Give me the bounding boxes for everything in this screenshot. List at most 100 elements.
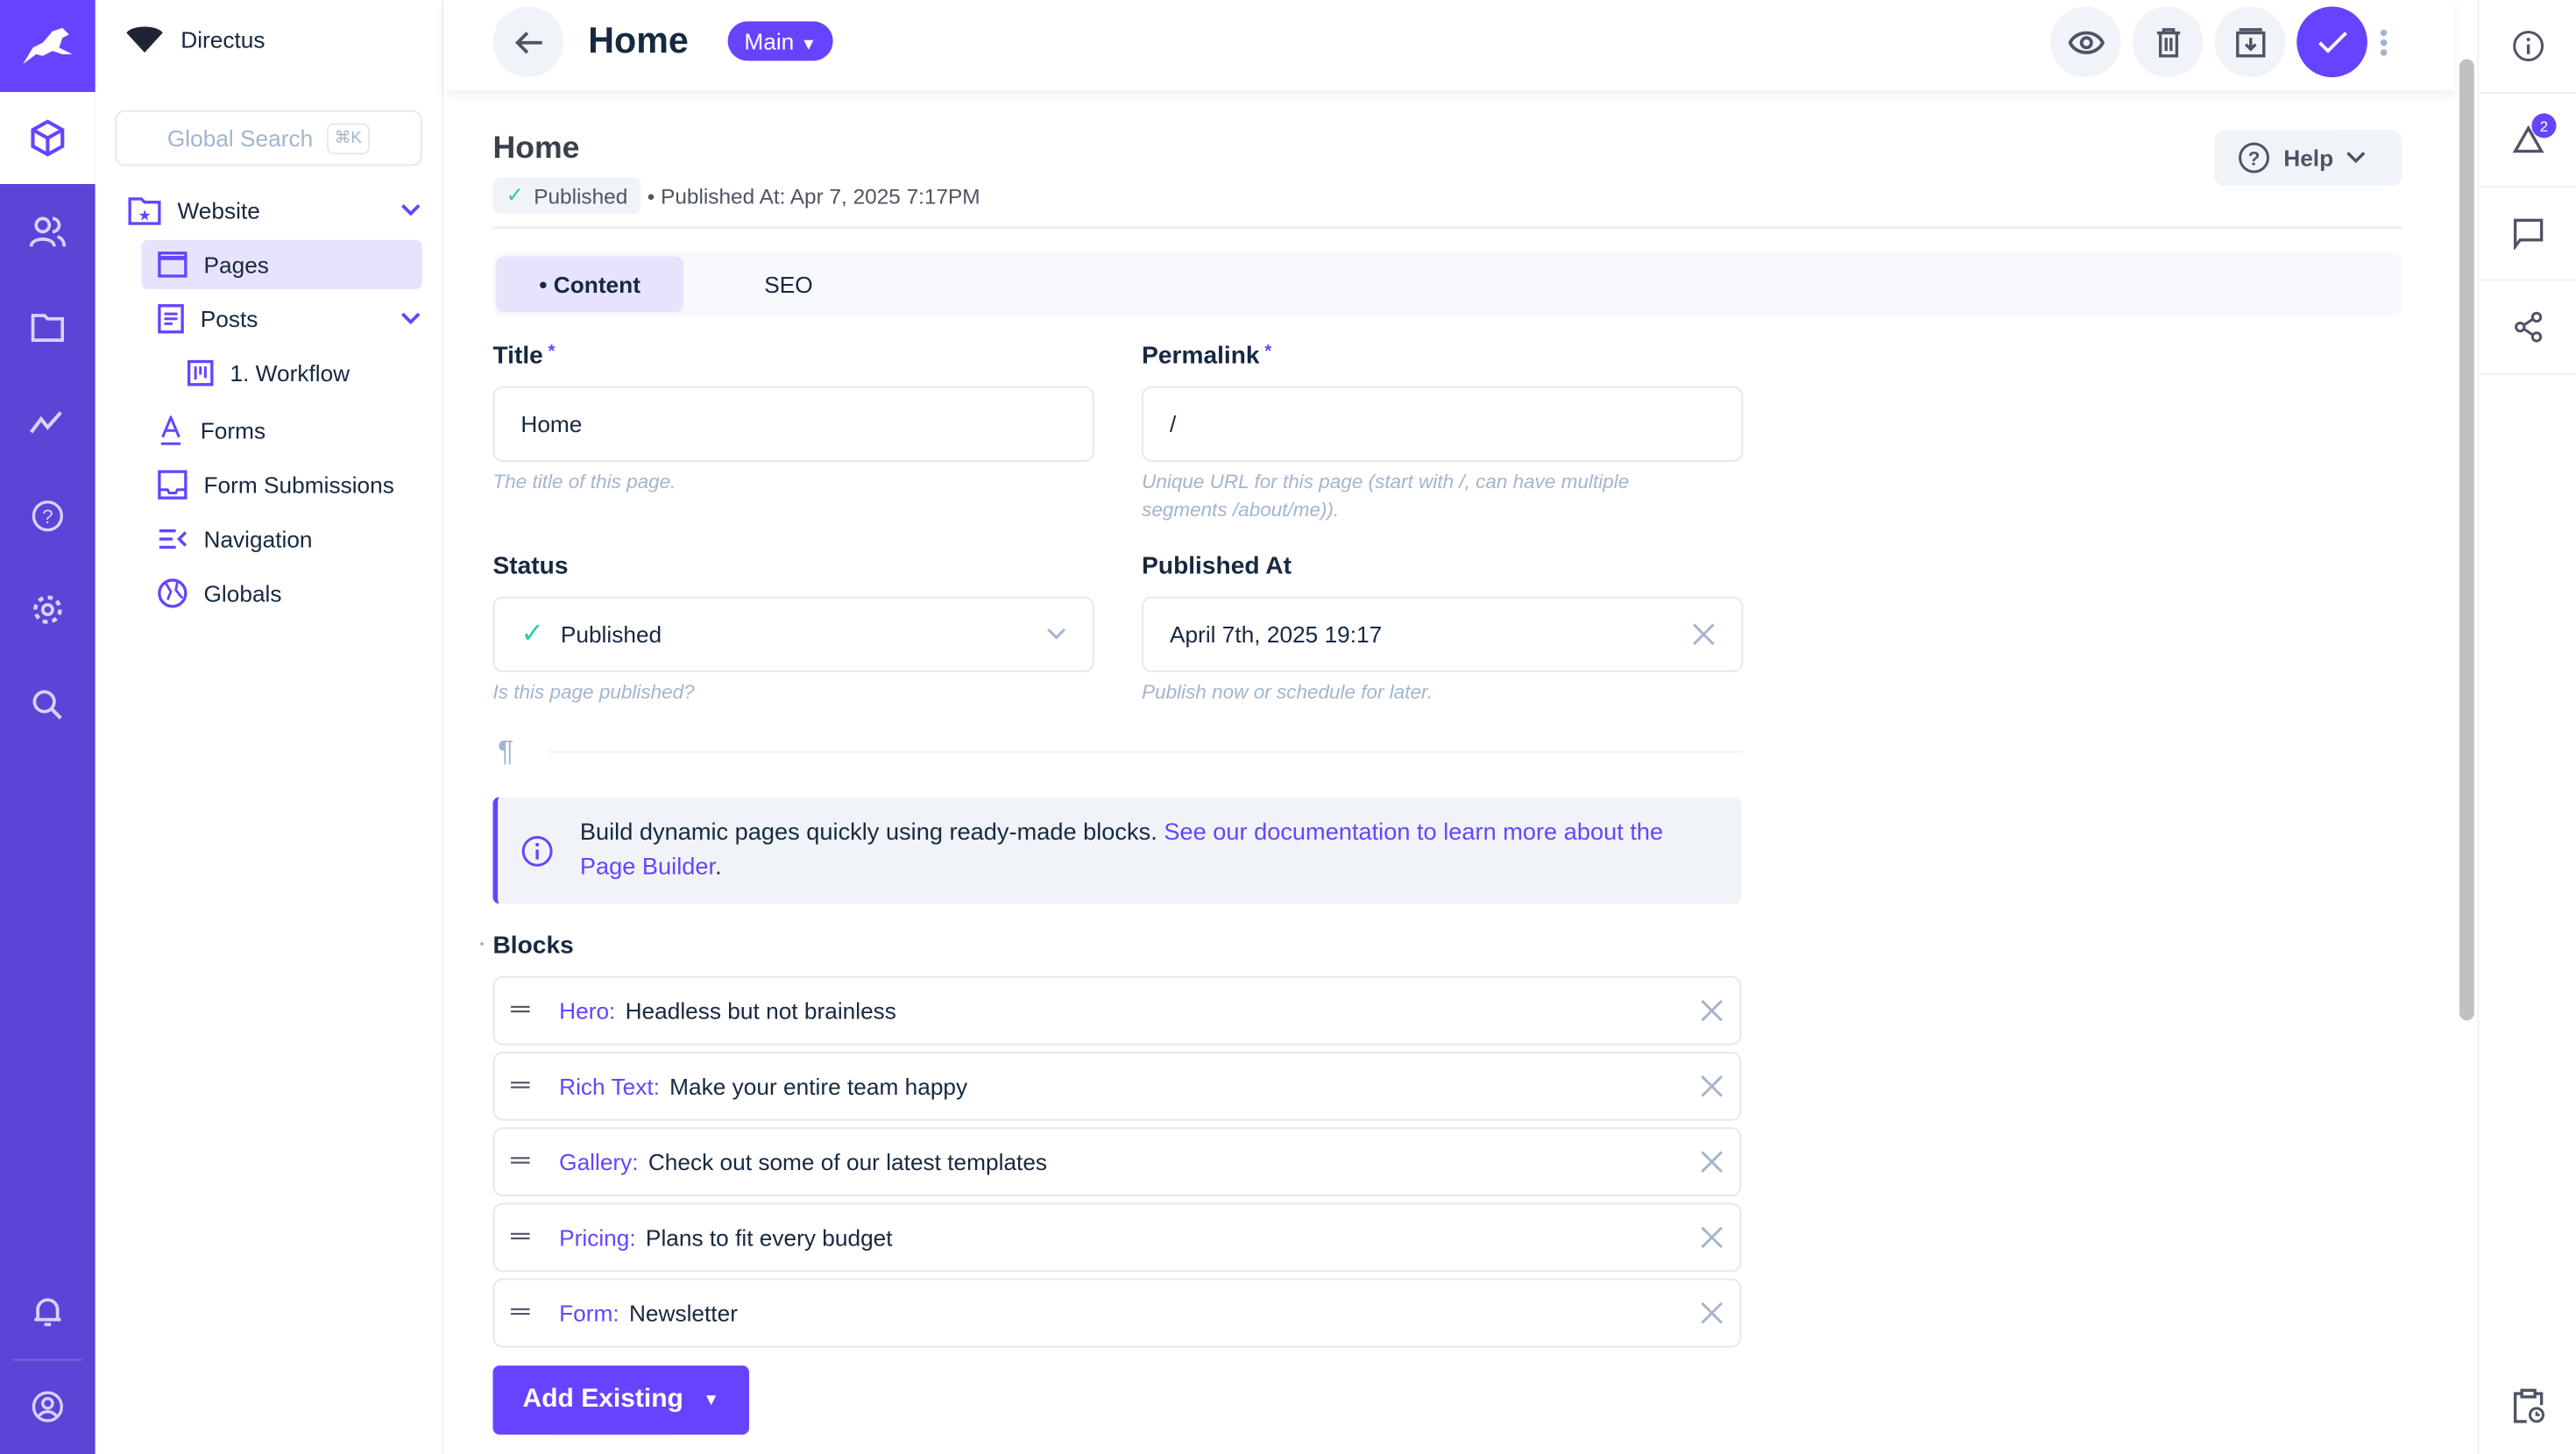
status-field: Status ✓ Published Is this page publishe… [492, 552, 1094, 706]
more-options-button[interactable] [2379, 28, 2388, 62]
block-type: Gallery: [559, 1148, 639, 1175]
project-info[interactable]: Directus [125, 23, 265, 56]
save-button[interactable] [2296, 6, 2367, 78]
gear-icon [33, 595, 62, 624]
block-type: Form: [559, 1300, 619, 1327]
scrollbar[interactable] [2459, 59, 2474, 1021]
check-icon: ✓ [506, 182, 524, 208]
pilcrow-icon: ¶ [498, 734, 514, 768]
notice-text: Build dynamic pages quickly using ready-… [579, 819, 1157, 846]
comments-button[interactable] [2479, 188, 2576, 281]
search-icon [32, 690, 62, 720]
add-existing-button[interactable]: Add Existing ▼ [492, 1365, 749, 1435]
divider [492, 226, 2403, 229]
clipboard-clock-icon [2513, 1388, 2544, 1423]
documentation-link[interactable]: See our documentation to learn more abou… [579, 819, 1664, 881]
chevron-down-icon[interactable] [400, 310, 422, 327]
archive-button[interactable] [2214, 6, 2286, 78]
add-existing-label: Add Existing [522, 1385, 683, 1414]
delete-button[interactable] [2132, 6, 2204, 78]
status-value: Published [560, 621, 662, 648]
item-title: Home [492, 131, 580, 167]
status-select[interactable]: ✓ Published [492, 596, 1094, 672]
settings-module-button[interactable] [0, 577, 96, 642]
tab-seo[interactable]: SEO [723, 257, 854, 313]
web-page-icon [158, 252, 188, 278]
article-icon [158, 304, 184, 334]
remove-icon[interactable] [1701, 999, 1723, 1022]
nav-item-form-submissions[interactable]: Form Submissions [158, 457, 422, 511]
published-at-meta: • Published At: Apr 7, 2025 7:17PM [647, 183, 980, 209]
help-module-button[interactable]: ? [0, 483, 96, 549]
title-field: Title * Home The title of this page. [492, 342, 1094, 496]
trash-icon [2155, 27, 2180, 57]
block-type: Rich Text: [559, 1073, 660, 1100]
right-sidebar: 2 [2477, 0, 2576, 1454]
search-module-button[interactable] [0, 672, 96, 738]
nav-item-workflow[interactable]: 1. Workflow [187, 345, 422, 400]
nav-item-label: 1. Workflow [230, 358, 350, 386]
version-selector[interactable]: Main ▼ [727, 21, 833, 61]
nav-item-navigation[interactable]: Navigation [158, 511, 422, 565]
preview-button[interactable] [2050, 6, 2121, 78]
remove-icon[interactable] [1701, 1226, 1723, 1249]
info-button[interactable] [2479, 0, 2576, 94]
svg-text:?: ? [2248, 147, 2261, 169]
notifications-button[interactable] [0, 1279, 96, 1344]
drag-handle-icon[interactable]: ═ [511, 1223, 530, 1251]
flows-button[interactable] [2512, 1388, 2545, 1429]
block-row[interactable]: ═ Form: Newsletter [492, 1278, 1742, 1348]
remove-icon[interactable] [1701, 1302, 1723, 1324]
chevron-down-icon[interactable] [400, 202, 422, 218]
block-title: Check out some of our latest templates [648, 1148, 1048, 1175]
published-at-input[interactable]: April 7th, 2025 19:17 [1142, 596, 1744, 672]
insights-module-button[interactable] [0, 388, 96, 454]
info-icon [2513, 31, 2544, 61]
share-icon [2515, 311, 2543, 343]
project-name: Directus [180, 26, 265, 53]
drag-handle-icon[interactable]: ═ [511, 996, 530, 1025]
directus-logo[interactable] [0, 0, 96, 92]
comment-icon [2513, 218, 2544, 250]
inbox-icon [158, 469, 188, 499]
tab-content[interactable]: • Content [496, 256, 683, 313]
revisions-count-badge: 2 [2531, 113, 2557, 138]
nav-item-website[interactable]: ★ Website [128, 186, 422, 233]
nav-item-forms[interactable]: Forms [158, 402, 422, 457]
content-module-button[interactable] [0, 92, 96, 184]
block-row[interactable]: ═ Rich Text: Make your entire team happy [492, 1052, 1742, 1121]
revisions-button[interactable]: 2 [2479, 94, 2576, 188]
permalink-input[interactable]: / [1142, 386, 1744, 462]
field-label: Published At [1142, 552, 1292, 580]
back-button[interactable] [492, 6, 564, 78]
drag-handle-icon[interactable]: ═ [511, 1071, 530, 1100]
blocks-label: Blocks [492, 932, 574, 960]
nav-item-posts[interactable]: Posts [158, 293, 422, 345]
module-divider [13, 1358, 82, 1361]
check-icon: ✓ [520, 618, 545, 649]
share-button[interactable] [2479, 281, 2576, 375]
title-input[interactable]: Home [492, 386, 1094, 462]
nav-item-globals[interactable]: Globals [158, 565, 422, 620]
block-row[interactable]: ═ Gallery: Check out some of our latest te… [492, 1127, 1742, 1196]
block-row[interactable]: ═ Pricing: Plans to fit every budget [492, 1202, 1742, 1273]
change-history-icon [2512, 124, 2544, 153]
clear-icon[interactable] [1692, 623, 1715, 646]
users-icon [29, 216, 66, 247]
info-notice: Build dynamic pages quickly using ready-… [492, 797, 1742, 904]
field-label: Title [492, 342, 543, 370]
drag-handle-icon[interactable]: ═ [511, 1298, 530, 1327]
remove-icon[interactable] [1701, 1075, 1723, 1097]
files-module-button[interactable] [0, 294, 96, 360]
users-module-button[interactable] [0, 199, 96, 265]
remove-icon[interactable] [1701, 1151, 1723, 1174]
global-search-input[interactable]: Global Search ⌘K [115, 110, 422, 167]
user-account-button[interactable] [0, 1374, 96, 1440]
drag-handle-icon[interactable]: ═ [511, 1146, 530, 1175]
item-meta: ✓ Published • Published At: Apr 7, 2025 7… [492, 177, 980, 214]
eye-icon [2067, 30, 2104, 53]
nav-item-pages[interactable]: Pages [141, 239, 422, 289]
block-row[interactable]: ═ Hero: Headless but not brainless [492, 975, 1742, 1046]
field-hint: Publish now or schedule for later. [1142, 680, 1433, 704]
help-button[interactable]: ? Help [2214, 130, 2403, 186]
